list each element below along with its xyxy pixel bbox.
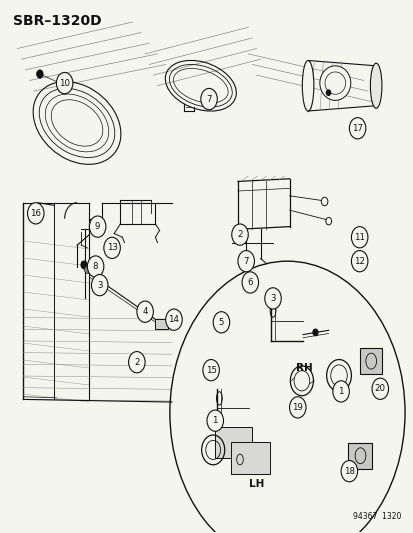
Circle shape bbox=[56, 72, 73, 94]
Circle shape bbox=[289, 397, 305, 418]
Circle shape bbox=[332, 381, 349, 402]
Ellipse shape bbox=[370, 63, 381, 108]
Circle shape bbox=[213, 312, 229, 333]
Circle shape bbox=[325, 217, 331, 225]
Text: 4: 4 bbox=[142, 307, 147, 316]
Text: 2: 2 bbox=[134, 358, 139, 367]
Circle shape bbox=[137, 301, 153, 322]
Text: 3: 3 bbox=[270, 294, 275, 303]
Text: 1: 1 bbox=[212, 416, 218, 425]
Bar bbox=[155, 319, 167, 329]
Text: 3: 3 bbox=[97, 280, 102, 289]
Text: 14: 14 bbox=[168, 315, 179, 324]
Ellipse shape bbox=[301, 61, 313, 111]
Circle shape bbox=[351, 251, 367, 272]
Circle shape bbox=[27, 203, 44, 224]
Text: 19: 19 bbox=[292, 403, 302, 412]
Text: 17: 17 bbox=[351, 124, 362, 133]
Text: RH: RH bbox=[295, 362, 311, 373]
Bar bbox=[230, 442, 269, 474]
Circle shape bbox=[84, 266, 90, 273]
Text: LH: LH bbox=[248, 480, 263, 489]
Circle shape bbox=[81, 261, 87, 269]
Bar bbox=[215, 427, 251, 458]
Circle shape bbox=[242, 272, 258, 293]
Text: 5: 5 bbox=[218, 318, 224, 327]
Circle shape bbox=[202, 360, 219, 381]
Circle shape bbox=[340, 461, 357, 482]
Circle shape bbox=[200, 88, 217, 110]
Text: 18: 18 bbox=[343, 467, 354, 475]
Text: 8: 8 bbox=[93, 262, 98, 271]
Circle shape bbox=[206, 410, 223, 431]
Text: 7: 7 bbox=[243, 257, 248, 265]
Text: 9: 9 bbox=[95, 222, 100, 231]
Text: 12: 12 bbox=[353, 257, 364, 265]
Circle shape bbox=[104, 237, 120, 259]
Circle shape bbox=[326, 90, 330, 95]
Text: 16: 16 bbox=[30, 209, 41, 218]
Text: 2: 2 bbox=[237, 230, 242, 239]
Bar bbox=[360, 349, 381, 374]
Circle shape bbox=[237, 251, 254, 272]
Text: 10: 10 bbox=[59, 78, 70, 87]
Text: 94367  1320: 94367 1320 bbox=[352, 512, 400, 521]
Text: 13: 13 bbox=[106, 244, 117, 253]
Circle shape bbox=[87, 256, 104, 277]
Circle shape bbox=[312, 329, 317, 336]
Circle shape bbox=[320, 197, 327, 206]
Text: 7: 7 bbox=[206, 94, 211, 103]
Text: SBR–1320D: SBR–1320D bbox=[13, 14, 102, 28]
Circle shape bbox=[349, 118, 365, 139]
Circle shape bbox=[89, 216, 106, 237]
Text: 6: 6 bbox=[247, 278, 252, 287]
Circle shape bbox=[58, 87, 62, 92]
Circle shape bbox=[165, 309, 182, 330]
Ellipse shape bbox=[319, 66, 350, 100]
Circle shape bbox=[128, 352, 145, 373]
Text: 1: 1 bbox=[337, 387, 343, 396]
Circle shape bbox=[231, 224, 248, 245]
Circle shape bbox=[91, 274, 108, 296]
Text: 11: 11 bbox=[353, 233, 364, 242]
Circle shape bbox=[371, 378, 388, 399]
Circle shape bbox=[170, 262, 403, 533]
Circle shape bbox=[36, 70, 43, 78]
Text: 20: 20 bbox=[374, 384, 385, 393]
Bar bbox=[347, 443, 371, 469]
Text: 15: 15 bbox=[205, 366, 216, 375]
Circle shape bbox=[264, 288, 280, 309]
Circle shape bbox=[351, 227, 367, 248]
